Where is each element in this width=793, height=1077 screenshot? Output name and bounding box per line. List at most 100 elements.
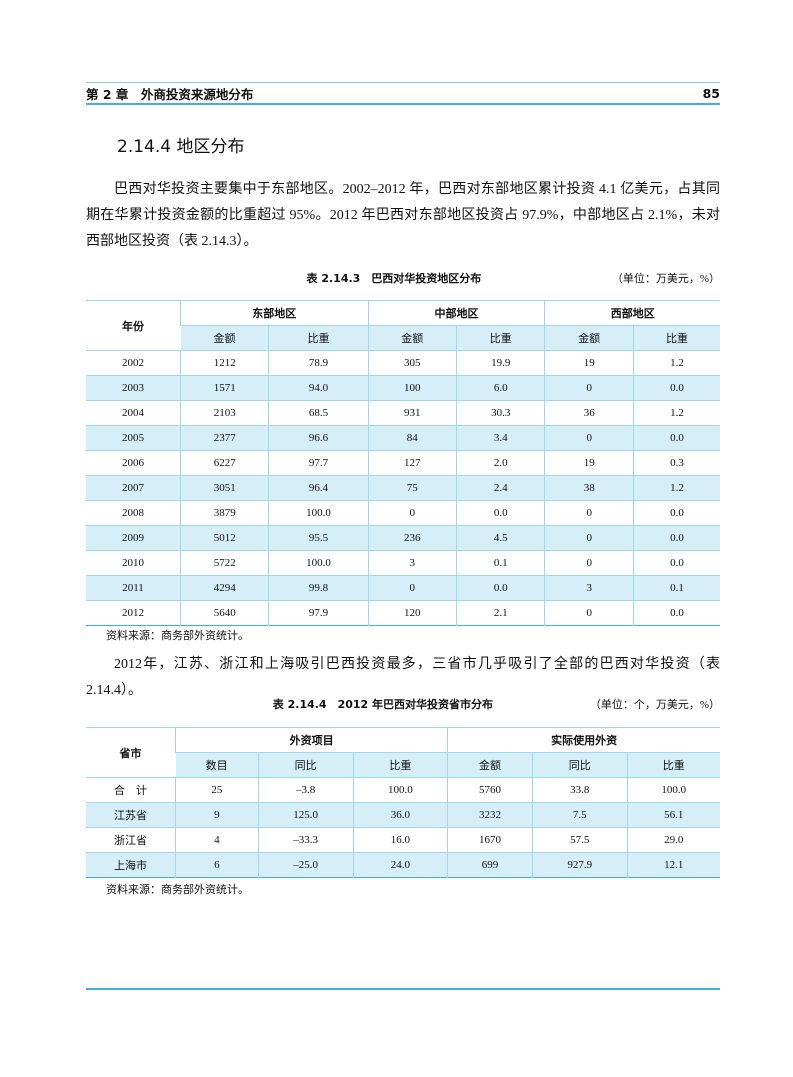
cell: 1.2 [632, 400, 720, 426]
cell: 4294 [179, 575, 269, 601]
cell: 24.0 [352, 852, 448, 878]
cell: 0.1 [455, 550, 545, 576]
group-header: 东部地区 [180, 300, 369, 326]
table-row: 2008 3879 100.0 0 0.0 0 0.0 [86, 500, 720, 526]
cell: 0.0 [632, 600, 720, 626]
row-label: 2011 [86, 575, 181, 601]
cell: 95.5 [268, 525, 369, 551]
subheader: 比重 [268, 325, 369, 351]
caption-title: 表 2.14.4 2012 年巴西对华投资省市分布 [272, 698, 494, 711]
cell: 57.5 [531, 827, 628, 853]
table-row: 2010 5722 100.0 3 0.1 0 0.0 [86, 550, 720, 576]
paragraph: 2012年，江苏、浙江和上海吸引巴西投资最多，三省市几乎吸引了全部的巴西对华投资… [86, 657, 720, 698]
running-header: 第 2 章 外商投资来源地分布 85 [86, 82, 720, 105]
table-row: 2012 5640 97.9 120 2.1 0 0.0 [86, 600, 720, 626]
cell: 2.1 [455, 600, 545, 626]
table-source: 资料来源：商务部外资统计。 [106, 884, 249, 896]
cell: –25.0 [257, 852, 353, 878]
footer-rule [86, 988, 720, 990]
table-row: 2004 2103 68.5 931 30.3 36 1.2 [86, 400, 720, 426]
section-title: 2.14.4 地区分布 [117, 137, 245, 157]
cell: 6227 [179, 450, 269, 476]
group-header: 外资项目 [174, 727, 448, 753]
cell: 0 [544, 375, 634, 401]
group-header: 中部地区 [367, 300, 545, 326]
cell: 5722 [179, 550, 269, 576]
row-label: 2002 [86, 350, 181, 376]
cell: 6 [175, 852, 259, 878]
cell: 1571 [179, 375, 269, 401]
cell: 120 [367, 600, 457, 626]
cell: 3051 [179, 475, 269, 501]
page-number: 85 [702, 85, 720, 101]
paragraph: 巴西对华投资主要集中于东部地区。2002–2012 年，巴西对东部地区累计投资 … [86, 182, 720, 249]
cell: 1670 [447, 827, 533, 853]
cell: 30.3 [455, 400, 545, 426]
cell: 7.5 [531, 802, 628, 828]
cell: 100 [367, 375, 457, 401]
cell: 100.0 [626, 777, 720, 803]
cell: 5760 [447, 777, 533, 803]
cell: 0.0 [632, 500, 720, 526]
cell: 25 [175, 777, 259, 803]
cell: 3.4 [455, 425, 545, 451]
table-row: 合 计 25 –3.8 100.0 5760 33.8 100.0 [86, 777, 720, 803]
cell: 0 [544, 500, 634, 526]
cell: 0.0 [455, 500, 545, 526]
cell: 3879 [179, 500, 269, 526]
data-table: 省市 外资项目 实际使用外资 数目 同比 比重 金额 同比 比重合 计 25 –3.8 100.0 57… [86, 727, 720, 878]
cell: 97.7 [268, 450, 369, 476]
table-row: 江苏省 9 125.0 36.0 3232 7.5 56.1 [86, 802, 720, 828]
row-header: 省市 [86, 727, 176, 778]
caption-unit: （单位：万美元，%） [611, 273, 720, 285]
subheader: 比重 [455, 325, 545, 351]
row-label: 合 计 [86, 777, 176, 803]
cell: 0.0 [455, 575, 545, 601]
cell: 3 [367, 550, 457, 576]
row-label: 2003 [86, 375, 181, 401]
cell: 94.0 [268, 375, 369, 401]
cell: 127 [367, 450, 457, 476]
cell: 36.0 [352, 802, 448, 828]
table-row: 浙江省 4 –33.3 16.0 1670 57.5 29.0 [86, 827, 720, 853]
cell: 0.0 [632, 525, 720, 551]
row-label: 2008 [86, 500, 181, 526]
table-row: 2009 5012 95.5 236 4.5 0 0.0 [86, 525, 720, 551]
cell: 100.0 [268, 550, 369, 576]
cell: –3.8 [257, 777, 353, 803]
cell: –33.3 [257, 827, 353, 853]
cell: 78.9 [268, 350, 369, 376]
cell: 125.0 [257, 802, 353, 828]
cell: 0 [544, 525, 634, 551]
cell: 1.2 [632, 350, 720, 376]
cell: 236 [367, 525, 457, 551]
cell: 19 [544, 450, 634, 476]
cell: 96.4 [268, 475, 369, 501]
row-label: 江苏省 [86, 802, 176, 828]
cell: 0.1 [632, 575, 720, 601]
subheader: 金额 [447, 752, 533, 778]
row-label: 2005 [86, 425, 181, 451]
cell: 100.0 [268, 500, 369, 526]
cell: 29.0 [626, 827, 720, 853]
row-label: 2012 [86, 600, 181, 626]
table-row: 2007 3051 96.4 75 2.4 38 1.2 [86, 475, 720, 501]
cell: 0.3 [632, 450, 720, 476]
group-header: 实际使用外资 [447, 727, 720, 753]
cell: 33.8 [531, 777, 628, 803]
subheader: 比重 [352, 752, 448, 778]
cell: 6.0 [455, 375, 545, 401]
header-row: 年份 东部地区 中部地区 西部地区 [86, 300, 720, 351]
caption-unit: （单位：个，万美元，%） [589, 699, 720, 711]
header-row: 省市 外资项目 实际使用外资 [86, 727, 720, 778]
cell: 96.6 [268, 425, 369, 451]
subheader: 金额 [180, 325, 269, 351]
table-row: 2011 4294 99.8 0 0.0 3 0.1 [86, 575, 720, 601]
cell: 9 [175, 802, 259, 828]
cell: 100.0 [352, 777, 448, 803]
cell: 16.0 [352, 827, 448, 853]
table-row: 上海市 6 –25.0 24.0 699 927.9 12.1 [86, 852, 720, 878]
cell: 3232 [447, 802, 533, 828]
cell: 19.9 [455, 350, 545, 376]
row-label: 2009 [86, 525, 181, 551]
